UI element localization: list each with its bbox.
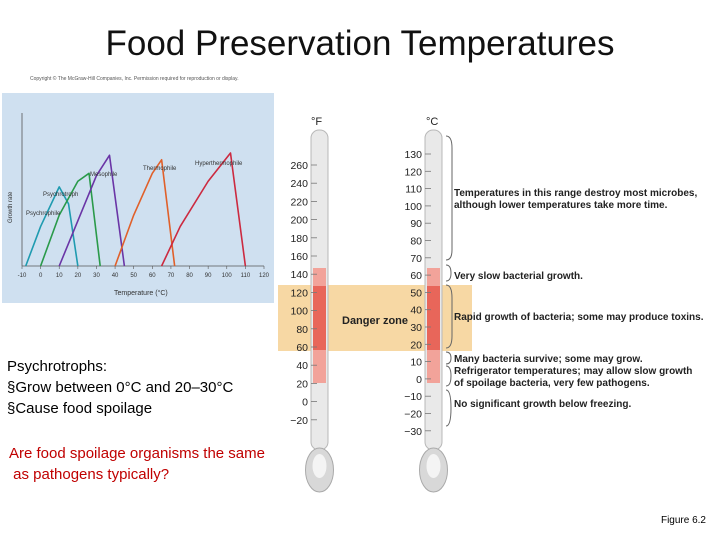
celsius-tick-label: 110 (405, 184, 422, 196)
fahrenheit-unit: °F (311, 116, 322, 128)
celsius-tick-label: 90 (410, 218, 422, 230)
label-psychrophile: Psychrophile (26, 211, 61, 217)
celsius-tick-label: 40 (410, 305, 422, 317)
celsius-tick-label: 130 (404, 149, 422, 161)
growth-rate-chart-svg: Growth rate -10 0 10 20 30 40 50 60 70 80 90 100 110… (8, 113, 270, 297)
celsius-tick-label: 60 (410, 270, 422, 282)
celsius-tick-label: 20 (410, 339, 422, 351)
growth-x-tick-label: -10 (18, 273, 27, 279)
annotation-survive: Many bacteria survive; some may grow. (454, 354, 643, 365)
psychrotrophs-notes: Psychrotrophs: §Grow between 0°C and 20–… (7, 356, 233, 419)
growth-x-tick-label: 120 (259, 273, 270, 279)
celsius-tick-label: 70 (410, 253, 422, 265)
growth-x-tick-label: 10 (56, 273, 63, 279)
psychrotrophs-heading: Psychrotrophs: (7, 358, 108, 375)
danger-zone-label: Danger zone (342, 315, 408, 327)
bracket-survive (445, 351, 452, 365)
fahrenheit-tick-label: 0 (302, 397, 308, 409)
question-line-1: Are food spoilage organisms the same (9, 445, 265, 462)
fahrenheit-tick-label: 80 (296, 324, 308, 336)
fahrenheit-bulb-highlight (312, 454, 327, 478)
growth-x-tick-label: 20 (75, 273, 82, 279)
question-line-2: as pathogens typically? (9, 466, 170, 483)
growth-xlabel: Temperature (°C) (114, 289, 168, 297)
label-mesophile: Mesophile (90, 172, 118, 178)
celsius-bulb-highlight (426, 454, 441, 478)
question-text: Are food spoilage organisms the same as … (9, 443, 265, 485)
label-hyperthermophile: Hyperthermophile (195, 161, 243, 167)
celsius-tick-label: −10 (404, 391, 422, 403)
annotation-rapid-growth: Rapid growth of bacteria; some may produ… (454, 312, 704, 323)
fahrenheit-tick-label: 120 (290, 287, 308, 299)
growth-x-tick-label: 40 (112, 273, 119, 279)
bracket-no-growth (445, 389, 452, 427)
growth-x-tick-label: 110 (241, 273, 251, 279)
growth-x-tick-label: 70 (168, 273, 175, 279)
celsius-tick-label: −20 (404, 409, 422, 421)
growth-curve-thermophile (114, 158, 176, 267)
growth-x-tick-label: 100 (222, 273, 233, 279)
growth-rate-chart: Growth rate -10 0 10 20 30 40 50 60 70 80 90 100 110… (2, 93, 274, 303)
page-title: Food Preservation Temperatures (105, 24, 615, 63)
label-thermophile: Thermophile (143, 166, 177, 172)
figure-label: Figure 6.2 (660, 515, 706, 526)
annotation-no-growth: No significant growth below freezing. (454, 399, 632, 410)
fahrenheit-tick-label: 100 (290, 306, 308, 318)
fahrenheit-tick-label: 20 (296, 378, 308, 390)
growth-x-tick-label: 50 (130, 273, 137, 279)
celsius-unit: °C (426, 116, 438, 128)
celsius-tick-label: 50 (410, 287, 422, 299)
annotation-fridge-line1: Refrigerator temperatures; may allow slo… (454, 366, 693, 377)
fahrenheit-tick-label: 40 (296, 360, 308, 372)
thermometers-diagram: °F °C 2602402202001801601401201008060402… (290, 116, 453, 493)
growth-x-tick-label: 60 (149, 273, 156, 279)
growth-x-tick-label: 30 (93, 273, 100, 279)
celsius-mercury-hot (427, 286, 440, 350)
annotation-slow-growth: Very slow bacterial growth. (454, 271, 583, 282)
bracket-rapid-growth (445, 284, 453, 349)
growth-curve-psychrophile (24, 186, 79, 267)
bracket-destroy (445, 135, 453, 261)
bracket-fridge (445, 365, 452, 387)
annotation-destroy-line2: although lower temperatures take more ti… (454, 200, 668, 211)
growth-x-tick-label: 90 (205, 273, 212, 279)
growth-x-tick-label: 0 (39, 273, 43, 279)
annotation-destroy-line1: Temperatures in this range destroy most … (454, 188, 698, 199)
fahrenheit-tick-label: 220 (290, 196, 308, 208)
growth-ylabel: Growth rate (8, 191, 14, 223)
celsius-tick-label: 120 (404, 166, 422, 178)
fahrenheit-tick-label: 140 (290, 269, 308, 281)
celsius-tick-label: −30 (404, 426, 422, 438)
copyright-notice: Copyright © The McGraw-Hill Companies, I… (30, 76, 239, 82)
growth-curve-hyperthermophile (160, 152, 247, 267)
psychrotrophs-bullet-2: §Cause food spoilage (7, 400, 153, 417)
label-psychrotroph: Psychrotroph (43, 192, 78, 198)
celsius-tick-label: 10 (410, 357, 422, 369)
celsius-tick-label: 30 (410, 322, 422, 334)
fahrenheit-tick-label: 60 (296, 342, 308, 354)
celsius-tick-label: 0 (416, 374, 422, 386)
annotation-fridge-line2: of spoilage bacteria, very few pathogens… (454, 378, 650, 389)
growth-curve-psychrotroph (39, 172, 101, 267)
fahrenheit-tick-label: 180 (290, 233, 308, 245)
psychrotrophs-bullet-1: §Grow between 0°C and 20–30°C (7, 379, 234, 396)
growth-x-tick-label: 80 (186, 273, 193, 279)
fahrenheit-tick-label: 160 (290, 251, 308, 263)
bracket-slow-growth (445, 264, 452, 282)
growth-curve-mesophile (58, 154, 126, 267)
fahrenheit-tick-label: 260 (290, 160, 308, 172)
fahrenheit-tick-label: −20 (290, 415, 308, 427)
celsius-tick-label: 100 (404, 201, 422, 213)
fahrenheit-tick-label: 200 (290, 215, 308, 227)
fahrenheit-tick-label: 240 (290, 178, 308, 190)
celsius-tick-label: 80 (410, 236, 422, 248)
fahrenheit-mercury-hot (313, 286, 326, 350)
